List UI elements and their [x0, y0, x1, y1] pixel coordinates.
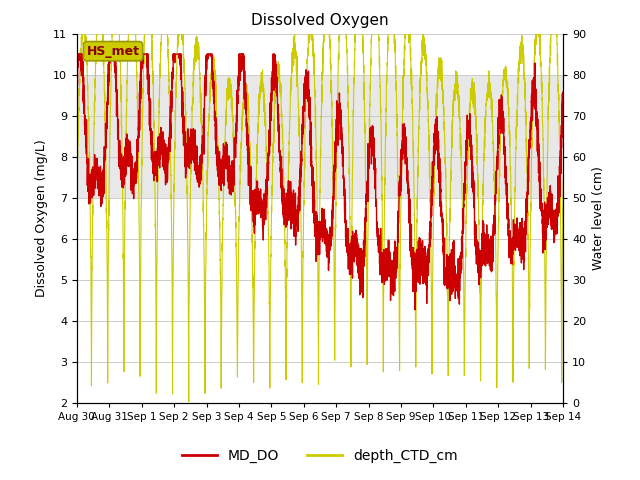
- Y-axis label: Water level (cm): Water level (cm): [592, 167, 605, 270]
- Title: Dissolved Oxygen: Dissolved Oxygen: [251, 13, 389, 28]
- Bar: [77, 75, 563, 198]
- Text: HS_met: HS_met: [86, 45, 140, 58]
- Y-axis label: Dissolved Oxygen (mg/L): Dissolved Oxygen (mg/L): [35, 140, 47, 297]
- Legend: MD_DO, depth_CTD_cm: MD_DO, depth_CTD_cm: [177, 443, 463, 468]
